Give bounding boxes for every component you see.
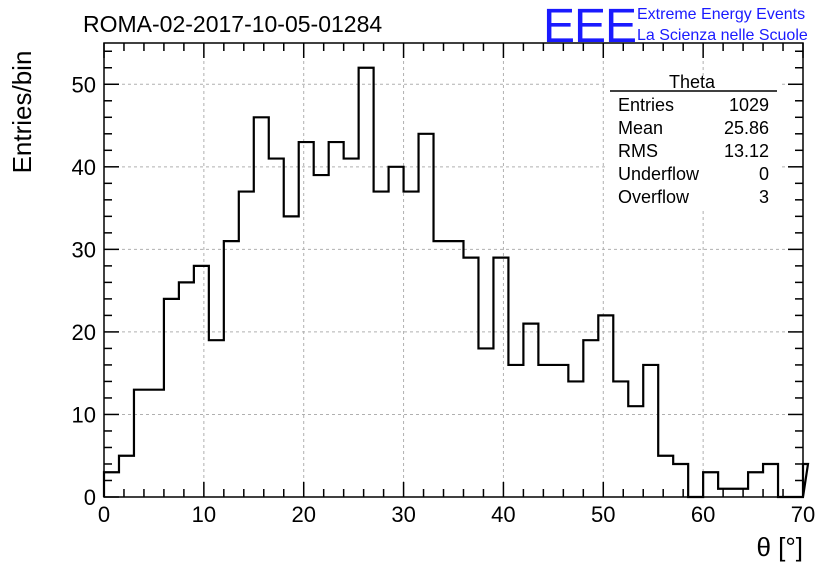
histogram-bin <box>748 472 763 497</box>
histogram-bin <box>419 134 434 497</box>
stats-label: RMS <box>618 141 658 161</box>
stats-value: 0 <box>759 164 769 184</box>
x-tick-labels: 0 10 20 30 40 50 60 70 <box>98 502 815 527</box>
y-tick-labels: 0 10 20 30 40 50 <box>72 72 96 510</box>
histogram-bin <box>613 381 628 497</box>
y-tick-label: 20 <box>72 320 96 345</box>
x-tick-label: 20 <box>291 502 315 527</box>
y-tick-label: 50 <box>72 72 96 97</box>
histogram-bin <box>284 216 299 497</box>
brand-line-2: La Scienza nelle Scuole <box>637 27 808 44</box>
histogram-bin <box>703 472 718 497</box>
histogram-bin <box>359 68 374 497</box>
stats-box-background <box>608 80 780 208</box>
y-tick-label: 40 <box>72 155 96 180</box>
histogram-bin <box>598 315 613 497</box>
chart-title: ROMA-02-2017-10-05-01284 <box>83 11 382 37</box>
histogram-bin <box>104 472 119 497</box>
histogram-bin <box>179 282 194 497</box>
axis-ticks <box>103 43 804 498</box>
histogram-bin <box>449 241 464 497</box>
histogram-bin <box>329 142 344 497</box>
plot-frame <box>103 42 804 498</box>
x-tick-label: 70 <box>791 502 815 527</box>
stats-label: Mean <box>618 118 663 138</box>
histogram-bin <box>314 175 329 497</box>
histogram-bin <box>568 381 583 497</box>
histogram-bin <box>463 258 478 497</box>
plot-border <box>103 42 804 498</box>
histogram-bin <box>718 489 733 497</box>
histogram-bin <box>478 348 493 497</box>
stats-value: 25.86 <box>724 118 769 138</box>
stats-rows: Entries 1029 Mean 25.86 RMS 13.12 Underflow 0 Ov… <box>618 95 769 207</box>
histogram-bin <box>269 159 284 497</box>
x-tick-label: 0 <box>98 502 110 527</box>
histogram-bin <box>404 192 419 497</box>
stats-label: Entries <box>618 95 674 115</box>
y-axis-label: Entries/bin <box>7 51 37 174</box>
stats-value: 3 <box>759 187 769 207</box>
histogram-bin <box>763 464 778 497</box>
x-tick-label: 10 <box>192 502 216 527</box>
stats-label: Underflow <box>618 164 700 184</box>
y-tick-label: 30 <box>72 237 96 262</box>
histogram-bin <box>209 340 224 497</box>
histogram-bin <box>344 159 359 497</box>
histogram-bin <box>149 390 164 497</box>
x-tick-label: 30 <box>391 502 415 527</box>
histogram-bin <box>628 406 643 497</box>
stats-value: 13.12 <box>724 141 769 161</box>
histogram-bin <box>538 365 553 497</box>
grid <box>104 43 803 497</box>
histogram-bin <box>164 299 179 497</box>
histogram-bin <box>733 489 748 497</box>
stats-label: Overflow <box>618 187 690 207</box>
histogram-bin <box>493 258 508 497</box>
histogram-bin <box>374 192 389 497</box>
y-tick-label: 10 <box>72 402 96 427</box>
histogram-bin <box>523 324 538 497</box>
x-tick-label: 60 <box>691 502 715 527</box>
x-tick-label: 40 <box>491 502 515 527</box>
histogram-bin <box>673 464 688 497</box>
histogram-bin <box>134 390 149 497</box>
histogram-bin <box>434 241 449 497</box>
histogram-bin <box>583 340 598 497</box>
histogram-bin <box>119 456 134 497</box>
histogram-bin <box>643 365 658 497</box>
histogram-bin <box>254 117 269 497</box>
brand-line-1: Extreme Energy Events <box>637 6 805 23</box>
histogram-bin <box>224 241 239 497</box>
histogram-bin <box>553 365 568 497</box>
histogram-bin <box>194 266 209 497</box>
eee-logo: EEE <box>543 0 636 53</box>
histogram-bin <box>508 365 523 497</box>
x-axis-label: θ [°] <box>756 532 803 562</box>
histogram-bin <box>389 167 404 497</box>
histogram-bin <box>658 456 673 497</box>
stats-box: Theta Entries 1029 Mean 25.86 RMS 13.12 Underf… <box>608 72 780 208</box>
x-tick-label: 50 <box>591 502 615 527</box>
stats-title: Theta <box>669 72 716 92</box>
stats-value: 1029 <box>729 95 769 115</box>
histogram-bin <box>299 142 314 497</box>
y-tick-label: 0 <box>84 485 96 510</box>
histogram-bin <box>239 192 254 497</box>
